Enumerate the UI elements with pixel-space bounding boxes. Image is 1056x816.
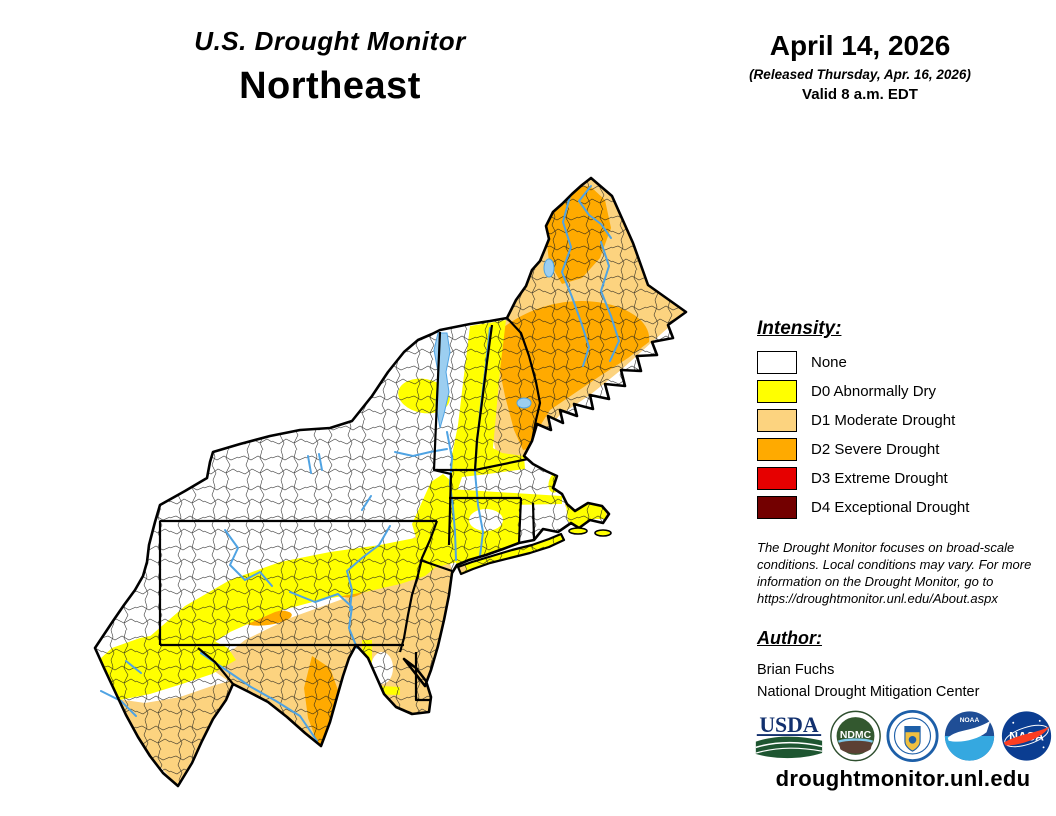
county-boundaries — [95, 178, 686, 786]
svg-text:NDMC: NDMC — [840, 730, 872, 741]
region-title: Northeast — [239, 65, 421, 107]
disclaimer-text: The Drought Monitor focuses on broad-sca… — [757, 540, 1032, 607]
noaa-logo: NOAA — [944, 711, 995, 761]
legend-swatch-d1 — [757, 409, 797, 432]
legend-swatch-d3 — [757, 467, 797, 490]
legend-item-d1: D1 Moderate Drought — [757, 409, 1056, 432]
islands — [568, 527, 612, 537]
legend-item-d2: D2 Severe Drought — [757, 438, 1056, 461]
legend-swatch-d4 — [757, 496, 797, 519]
intensity-legend: Intensity: None D0 Abnormally Dry D1 Mod… — [757, 318, 1056, 526]
drought-map — [40, 150, 720, 810]
legend-swatch-d2 — [757, 438, 797, 461]
legend-item-none: None — [757, 351, 1056, 374]
ndmc-logo: NDMC — [830, 710, 881, 762]
state-borders — [158, 317, 542, 702]
region-outline — [93, 176, 688, 788]
legend-item-d3: D3 Extreme Drought — [757, 467, 1056, 490]
legend-swatch-none — [757, 351, 797, 374]
legend-swatch-d0 — [757, 380, 797, 403]
usda-logo: USDA — [755, 713, 823, 759]
drought-map-svg — [93, 176, 688, 788]
agency-logos: USDA NDMC NOAA NASA — [753, 708, 1053, 764]
author-heading: Author: — [757, 628, 822, 648]
author-name: Brian Fuchs — [757, 662, 835, 678]
legend-heading: Intensity: — [757, 318, 842, 339]
page-title: U.S. Drought Monitor — [194, 26, 466, 56]
date-block: April 14, 2026 (Released Thursday, Apr. … — [710, 30, 1010, 103]
svg-text:NOAA: NOAA — [960, 717, 980, 724]
commerce-seal-logo — [886, 709, 939, 763]
map-date: April 14, 2026 — [769, 30, 951, 61]
legend-item-d4: D4 Exceptional Drought — [757, 496, 1056, 519]
author-block: Author: Brian Fuchs National Drought Mit… — [757, 628, 1047, 700]
map-title-block: U.S. Drought Monitor Northeast — [130, 26, 530, 108]
author-org: National Drought Mitigation Center — [757, 684, 980, 700]
drought-monitor-url: droughtmonitor.unl.edu — [775, 766, 1031, 791]
valid-time: Valid 8 a.m. EDT — [802, 86, 918, 103]
nasa-logo: NASA — [1001, 711, 1052, 761]
legend-item-d0: D0 Abnormally Dry — [757, 380, 1056, 403]
svg-text:USDA: USDA — [759, 713, 819, 737]
released-date: (Released Thursday, Apr. 16, 2026) — [749, 67, 971, 82]
